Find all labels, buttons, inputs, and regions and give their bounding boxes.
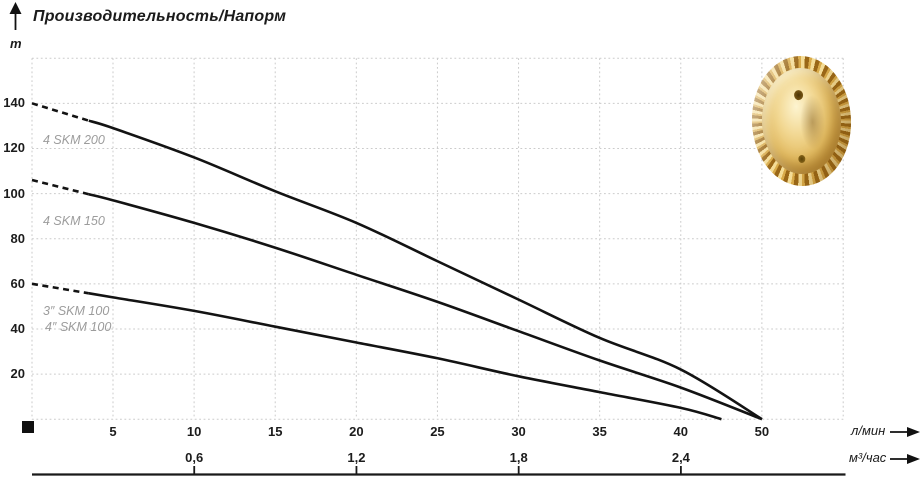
x-tick-label-lmin: 30 [511,424,526,439]
x-axis-lmin-arrow-icon [890,427,920,437]
x-tick-label-lmin: 5 [109,424,117,439]
curve-label-4in-skm-100: 4″ SKM 100 [45,320,112,334]
y-tick-label: 40 [10,320,25,336]
x-tick-label-m3h: 0,6 [185,450,204,465]
x-tick-label-lmin: 15 [267,424,283,439]
x-tick-label-lmin: 50 [754,424,770,439]
y-tick-label: 140 [3,95,25,111]
x-tick-label-lmin: 20 [349,424,364,439]
y-axis-unit-label: m [10,36,22,51]
pump-curve-dashed [31,102,90,122]
pump-impeller-image [749,54,854,188]
origin-marker [22,421,34,433]
impeller-bottom-hole [797,154,806,163]
impeller-top-hole [793,89,803,101]
pump-curve [88,119,763,421]
x-tick-label-lmin: 35 [592,424,607,439]
y-axis-arrow-icon [9,2,22,30]
y-tick-label: 20 [10,366,25,382]
x-tick-label-m3h: 2,4 [671,450,690,465]
pump-curve [88,292,722,421]
pump-curve [88,192,763,421]
y-tick-label: 100 [3,185,25,201]
pump-curve-dashed [31,178,90,196]
x-tick-label-m3h: 1,8 [509,450,528,465]
x-tick-label-lmin: 40 [673,424,688,439]
x-axis-m3h-unit-label: м³/час [849,450,887,465]
x-axis-m3h-arrow-icon [890,454,920,464]
pump-curve-dashed [31,282,89,295]
y-tick-label: 120 [3,140,25,156]
x-axis-lmin-unit-label: л/мин [851,423,886,438]
y-tick-label: 80 [10,230,25,246]
x-tick-label-m3h: 1,2 [347,450,366,465]
curve-label-4-skm-150: 4 SKM 150 [43,214,105,228]
curve-label-3in-skm-100: 3″ SKM 100 [43,304,110,318]
y-tick-label: 60 [10,275,25,291]
curve-label-4-skm-200: 4 SKM 200 [43,133,105,147]
x-tick-label-lmin: 25 [430,424,445,439]
chart-title: Производительность/Напорм [33,8,287,25]
x-tick-label-lmin: 10 [186,424,202,439]
